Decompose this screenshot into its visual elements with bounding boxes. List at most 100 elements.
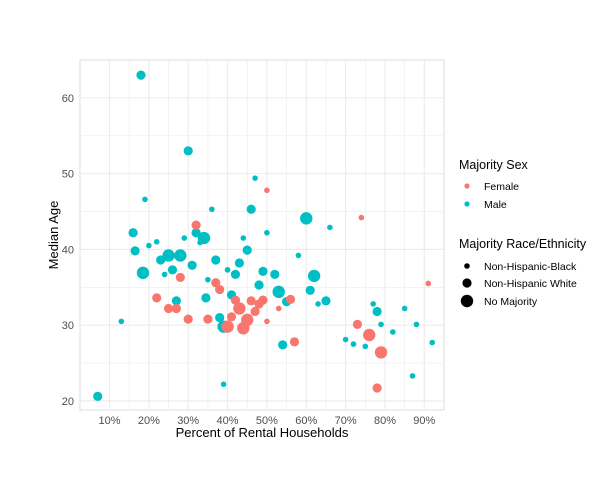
data-point-female xyxy=(264,318,270,325)
data-point-male xyxy=(201,293,211,303)
data-point-male xyxy=(230,269,241,279)
y-axis-title: Median Age xyxy=(46,201,61,270)
data-point-female xyxy=(230,295,241,305)
data-point-female xyxy=(363,328,376,342)
data-point-male xyxy=(370,301,376,307)
legend-key-male xyxy=(464,201,470,207)
x-axis-title: Percent of Rental Households xyxy=(176,425,349,440)
data-point-female xyxy=(372,383,382,393)
data-point-male xyxy=(183,146,193,156)
data-point-male xyxy=(254,280,264,290)
legend-label-non-hispanic-white: Non-Hispanic White xyxy=(484,278,577,290)
data-point-male xyxy=(128,228,138,238)
data-point-female xyxy=(191,220,201,230)
data-point-male xyxy=(278,340,288,350)
data-point-male xyxy=(307,269,321,283)
data-point-female xyxy=(352,319,363,329)
x-tick-label: 90% xyxy=(413,415,435,427)
data-point-female xyxy=(152,293,162,303)
data-point-male xyxy=(146,242,152,249)
data-point-male xyxy=(372,306,382,317)
size-legend-title: Majority Race/Ethnicity xyxy=(459,237,587,251)
data-point-male xyxy=(136,266,150,280)
data-point-male xyxy=(93,391,103,401)
data-point-male xyxy=(390,329,396,335)
data-point-male xyxy=(130,246,140,256)
data-point-male xyxy=(252,175,258,181)
data-point-male xyxy=(258,266,268,276)
data-point-male xyxy=(187,260,197,270)
data-point-male xyxy=(181,235,188,241)
data-point-male xyxy=(246,204,256,214)
legend-key-large xyxy=(460,294,474,308)
data-point-female xyxy=(258,295,268,305)
data-point-male xyxy=(220,381,227,388)
legend-key-female xyxy=(464,183,470,189)
data-point-female xyxy=(358,214,365,221)
color-legend-title: Majority Sex xyxy=(459,158,529,172)
legend-key-medium xyxy=(462,278,472,288)
data-point-male xyxy=(321,296,331,306)
x-tick-label: 40% xyxy=(217,415,239,427)
data-point-male xyxy=(413,321,420,328)
data-point-female xyxy=(246,296,256,306)
data-point-male xyxy=(295,252,302,259)
data-point-male xyxy=(205,276,211,283)
legend-label-non-hispanic-black: Non-Hispanic-Black xyxy=(484,261,577,273)
data-point-male xyxy=(142,196,148,203)
y-tick-label: 20 xyxy=(62,396,74,408)
legend-key-small xyxy=(464,263,470,269)
data-point-male xyxy=(240,235,247,241)
size-legend: Majority Race/Ethnicity Non-Hispanic-Bla… xyxy=(459,237,587,308)
data-point-male xyxy=(153,239,160,245)
y-tick-label: 30 xyxy=(62,320,74,332)
x-tick-label: 10% xyxy=(98,415,120,427)
data-point-male xyxy=(315,301,321,307)
data-point-male xyxy=(215,312,225,323)
data-point-female xyxy=(289,337,300,347)
data-point-male xyxy=(162,249,175,262)
data-point-male xyxy=(350,341,357,347)
data-point-male xyxy=(300,212,313,225)
data-point-female xyxy=(211,278,221,288)
y-tick-label: 50 xyxy=(62,169,74,181)
data-point-male xyxy=(118,318,125,325)
data-point-female xyxy=(241,313,254,327)
data-point-male xyxy=(409,373,416,379)
x-tick-label: 70% xyxy=(335,415,357,427)
y-axis-ticks: 20 30 40 50 60 xyxy=(62,93,74,408)
data-point-female xyxy=(226,312,237,322)
data-point-female xyxy=(275,305,282,312)
data-point-female xyxy=(203,314,213,324)
data-point-male xyxy=(174,249,187,262)
x-tick-label: 80% xyxy=(374,415,396,427)
data-point-male xyxy=(136,70,146,80)
data-point-female xyxy=(285,294,296,304)
data-point-female xyxy=(221,320,234,333)
data-point-female xyxy=(215,284,225,295)
data-point-male xyxy=(242,245,252,255)
data-point-male xyxy=(224,267,231,273)
x-tick-label: 50% xyxy=(256,415,278,427)
legend-label-no-majority: No Majority xyxy=(484,296,538,308)
data-point-female xyxy=(264,187,270,194)
legend-label-female: Female xyxy=(484,181,519,193)
data-point-male xyxy=(327,224,333,231)
data-point-male xyxy=(171,296,182,306)
data-point-male xyxy=(161,271,168,278)
data-point-male xyxy=(305,285,315,295)
data-points xyxy=(93,70,435,401)
data-point-male xyxy=(272,285,285,299)
data-point-male xyxy=(342,336,349,343)
data-point-female xyxy=(171,303,182,314)
data-point-female xyxy=(374,346,388,359)
data-point-male xyxy=(167,265,178,275)
data-point-male xyxy=(197,231,211,245)
data-point-female xyxy=(175,272,185,283)
y-tick-label: 40 xyxy=(62,244,74,256)
data-point-male xyxy=(401,305,408,312)
data-point-male xyxy=(378,321,384,328)
data-point-male xyxy=(191,228,201,238)
x-axis-ticks: 10% 20% 30% 40% 50% 60% 70% 80% 90% xyxy=(98,415,435,427)
